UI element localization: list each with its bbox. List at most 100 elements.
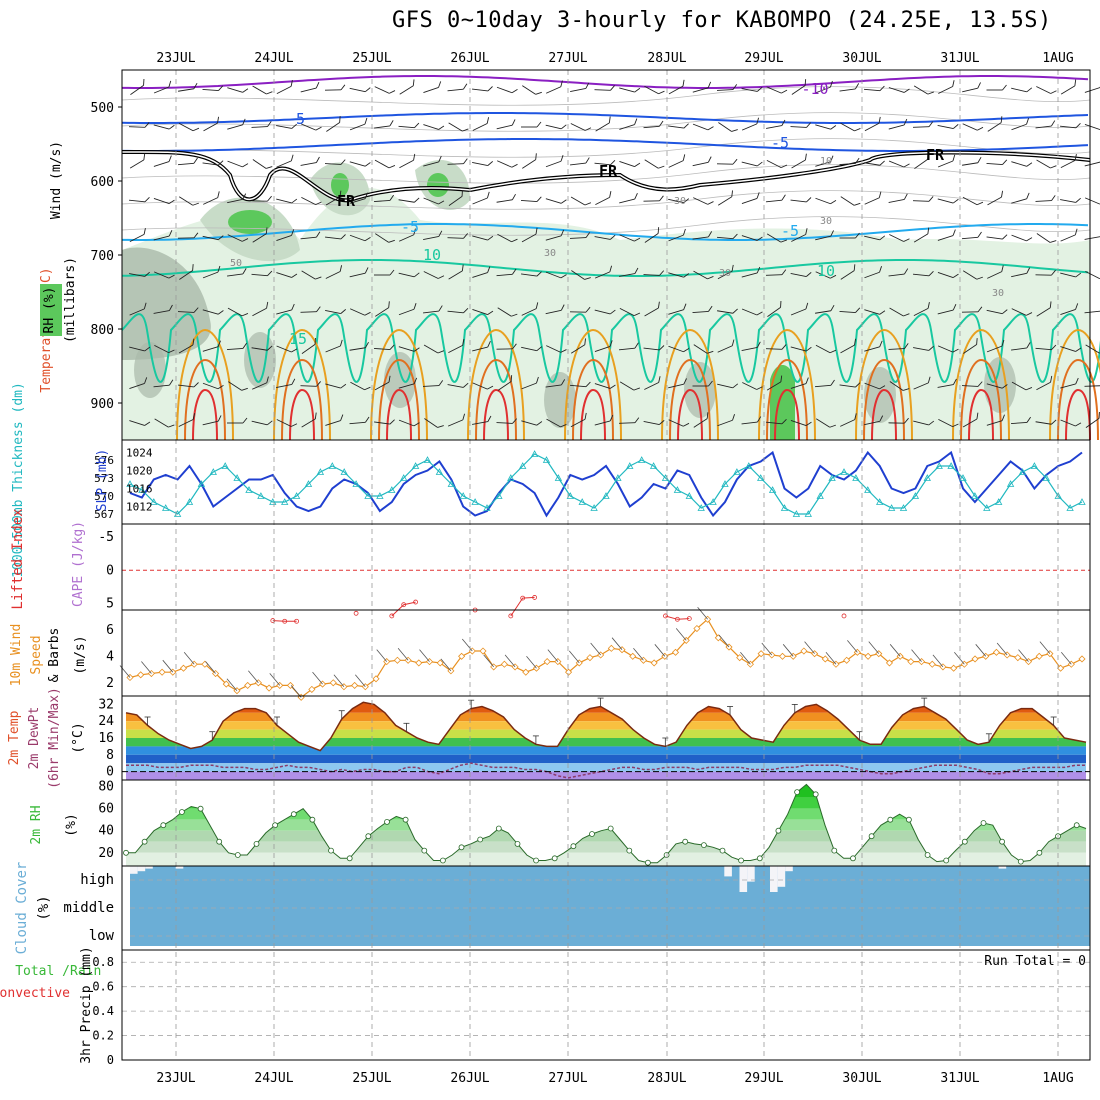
thickness-point: [923, 474, 931, 481]
rh2m-point: [570, 843, 577, 850]
temp-contour-20: [176, 328, 234, 441]
wind-barb: [644, 159, 665, 169]
upper-ytick-label: 800: [91, 323, 114, 338]
cloud-tick: low: [89, 928, 115, 944]
thickness-point: [804, 510, 812, 517]
contour-label: -5: [781, 222, 799, 240]
bottom-date-label: 28JUL: [647, 1071, 686, 1086]
wind-barb: [423, 197, 445, 205]
wind-speed-point: [329, 679, 337, 687]
thickness-ylabel: 1000-500mb Thickness (dm): [11, 382, 26, 578]
wind-speed-point: [1078, 655, 1086, 663]
wind-barb-10m: [162, 659, 174, 673]
thickness-point: [828, 474, 836, 481]
wind-barb: [226, 342, 247, 351]
wind-barb: [1060, 377, 1079, 389]
thickness-point: [626, 462, 634, 469]
rh2m-point: [999, 838, 1005, 845]
wind-barb: [153, 124, 175, 130]
wind-barb: [888, 160, 910, 168]
wind-barb: [1085, 411, 1100, 428]
wind-barb: [888, 87, 910, 93]
wind-barb: [986, 339, 1005, 353]
wind-barb: [961, 306, 983, 313]
slp-tick: 1020: [126, 465, 153, 478]
wind-barb: [692, 305, 713, 314]
wind-barb: [864, 235, 886, 241]
wind-barb: [986, 309, 1008, 315]
wind-barb: [619, 234, 641, 242]
rh2m-point: [253, 841, 260, 847]
rh-contour: [121, 86, 1091, 106]
wind-barb: [913, 376, 931, 390]
rh2m-tick: 20: [98, 846, 114, 861]
li-tick: 5: [106, 596, 114, 611]
wind-barb: [521, 376, 539, 390]
thickness-point: [554, 474, 563, 481]
wind-barb: [815, 344, 837, 354]
wind-barb: [912, 196, 934, 202]
wind-barb: [276, 303, 295, 315]
wind-barb: [717, 308, 738, 314]
wind-speed-point: [800, 647, 808, 655]
wind-barb: [496, 418, 518, 424]
wind-barb: [815, 418, 836, 428]
thickness-point: [757, 474, 765, 481]
wind-barb: [448, 122, 469, 132]
rh2m-point: [626, 847, 633, 854]
wind-barb: [619, 267, 639, 277]
wind-barb: [1084, 385, 1100, 387]
wind-barb: [325, 234, 346, 240]
wind-barb: [839, 83, 860, 92]
wind-barb: [1060, 419, 1082, 427]
wind-speed-point: [843, 656, 851, 664]
wind-barb: [644, 376, 661, 390]
wind-barb-10m: [141, 661, 152, 674]
upper-ytick-label: 900: [91, 397, 114, 412]
wind-barb: [741, 308, 763, 316]
wind-barb-10m: [1060, 651, 1072, 665]
wind-barb: [447, 307, 469, 314]
wind-barb: [374, 120, 394, 129]
wind-barb: [373, 344, 395, 351]
wind-barb: [888, 343, 909, 350]
wind-barb: [570, 338, 586, 354]
wind-barb: [839, 157, 860, 166]
wind-barb: [448, 189, 463, 206]
wind-barb: [692, 81, 712, 93]
wind-barb: [766, 233, 788, 243]
wind-barb: [840, 264, 856, 280]
wind-speed-point: [757, 650, 765, 658]
wind-barb: [668, 272, 690, 278]
thickness-point: [1078, 498, 1086, 505]
wind-barb: [912, 270, 934, 277]
top-date-label: 28JUL: [647, 51, 686, 66]
cloud-tick: middle: [63, 900, 114, 916]
wind-barb: [888, 118, 908, 130]
wind-barb: [448, 339, 465, 354]
wind-barb-10m: [996, 642, 1008, 656]
wind-barb: [545, 271, 567, 279]
wind-barb-10m: [590, 642, 601, 656]
wind-barb: [472, 235, 494, 241]
thickness-line: [129, 453, 1083, 515]
wind-barb: [864, 415, 884, 426]
wind-speed-point: [137, 671, 145, 679]
wind-speed-point: [415, 659, 423, 667]
wind-barb-10m: [847, 640, 858, 653]
dewpoint-line: [126, 762, 1086, 779]
wind-barb: [912, 121, 934, 128]
thickness-point: [840, 468, 848, 475]
contour-label: FR: [599, 162, 618, 180]
wind-barb-10m: [804, 641, 815, 654]
thickness-point: [507, 474, 515, 481]
wind-barb-10m: [290, 685, 302, 698]
wind-barb: [423, 230, 443, 240]
wind-barb: [888, 193, 908, 203]
wind-barb: [178, 122, 200, 132]
wind-barb: [644, 227, 660, 243]
wind-barb: [1060, 228, 1078, 242]
wind-barb: [1084, 310, 1100, 314]
wind-barb: [595, 116, 611, 132]
rh2m-point: [309, 816, 316, 823]
